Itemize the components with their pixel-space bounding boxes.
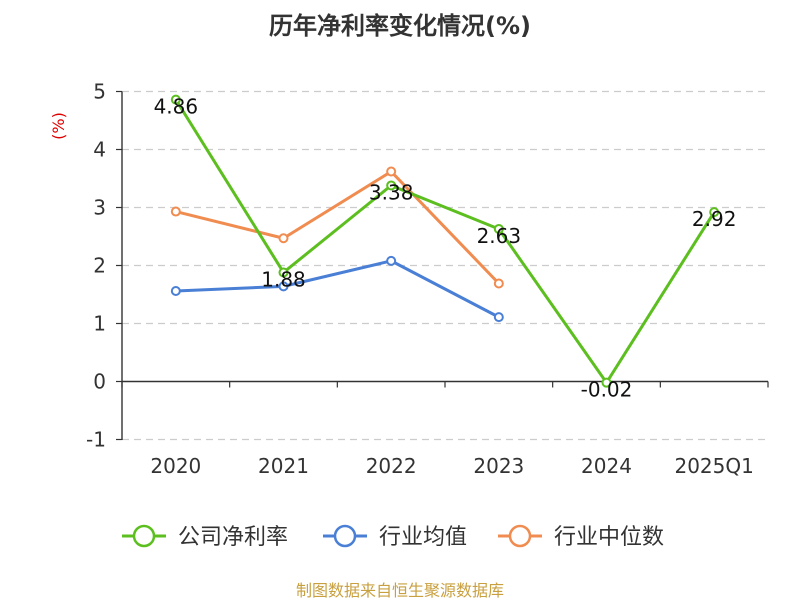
x-tick-label: 2024	[581, 454, 632, 478]
x-tick-label: 2023	[473, 454, 524, 478]
data-point	[170, 206, 181, 217]
data-label: 2.63	[477, 224, 522, 248]
data-point	[386, 180, 397, 191]
data-point	[493, 312, 504, 323]
series-line-0	[174, 98, 716, 385]
data-point	[386, 255, 397, 266]
y-tick-label: 2	[93, 254, 106, 278]
data-label: -0.02	[581, 378, 633, 402]
data-point	[278, 233, 289, 244]
y-tick-label: 3	[93, 196, 106, 220]
legend: 公司净利率 行业均值 行业中位数	[122, 524, 664, 550]
legend-marker	[508, 524, 532, 548]
data-point	[278, 281, 289, 292]
data-point	[709, 207, 720, 218]
y-axis-label: (%)	[49, 112, 68, 140]
data-point	[493, 278, 504, 289]
data-labels: 4.86 1.88 3.38 2.63 -0.02 2.92	[154, 95, 737, 402]
chart-title: 历年净利率变化情况(%)	[269, 12, 531, 40]
x-tick-label: 2022	[366, 454, 417, 478]
x-tick-label: 2021	[258, 454, 309, 478]
series-group	[170, 94, 720, 388]
data-point	[278, 267, 289, 278]
data-point	[601, 377, 612, 388]
data-label: 4.86	[154, 95, 199, 119]
data-label: 1.88	[261, 267, 306, 291]
series-line-2	[175, 170, 500, 285]
y-tick-label: 4	[93, 138, 106, 162]
y-tick-label: 5	[93, 80, 106, 104]
data-point	[170, 286, 181, 297]
y-tick-label: -1	[86, 428, 106, 452]
y-tick-label: 0	[93, 370, 106, 394]
legend-marker	[333, 524, 357, 548]
legend-label: 公司净利率	[178, 525, 288, 550]
x-tick-label: 2025Q1	[674, 454, 753, 478]
data-point	[170, 94, 181, 105]
data-point	[386, 166, 397, 177]
source-note: 制图数据来自恒生聚源数据库	[296, 581, 504, 600]
data-label: 2.92	[692, 207, 737, 231]
data-point	[493, 223, 504, 234]
legend-marker	[132, 524, 156, 548]
legend-label: 行业中位数	[554, 525, 664, 550]
series-line-1	[175, 259, 500, 319]
data-label: 3.38	[369, 180, 414, 204]
x-tick-label: 2020	[150, 454, 201, 478]
y-tick-label: 1	[93, 312, 106, 336]
legend-label: 行业均值	[379, 525, 467, 550]
axes: -1 0 1 2 3 4 5 2020 2021 2022 2023 2024 2025Q1	[86, 80, 769, 478]
